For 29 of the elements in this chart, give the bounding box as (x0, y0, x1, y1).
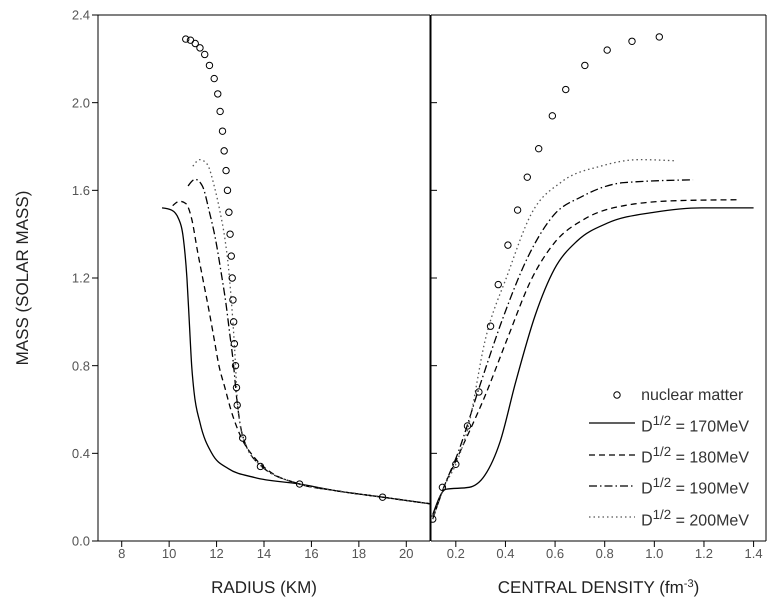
y-tick-label: 0.8 (72, 358, 90, 374)
y-tick-label: 2.4 (72, 8, 90, 23)
x-tick-label: 14 (256, 546, 272, 562)
x-tick-label: 0.6 (546, 546, 564, 562)
x-tick-label: 18 (352, 546, 366, 562)
x-axis-title: CENTRAL DENSITY (fm$^{-3}$) (498, 578, 700, 597)
legend-label: D$^{1/2}$ = 200MeV (641, 506, 749, 531)
legend-label: nuclear matter (641, 386, 744, 406)
x-tick-label: 12 (209, 546, 224, 562)
x-tick-label: 1.0 (645, 546, 664, 562)
x-tick-label: 10 (162, 546, 176, 562)
x-tick-label: 1.2 (694, 546, 713, 562)
x-tick-label: 0.4 (496, 546, 514, 562)
x-tick-label: 1.4 (744, 546, 763, 562)
y-tick-label: 2.0 (72, 95, 90, 110)
y-tick-label: 0.4 (72, 446, 90, 461)
x-tick-label: 0.2 (446, 546, 465, 562)
x-tick-label: 0.8 (596, 546, 614, 562)
y-axis-title: MASS (SOLAR MASS) (13, 190, 32, 366)
x-tick-label: 20 (399, 546, 414, 562)
y-tick-label: 1.6 (72, 182, 90, 198)
x-axis-title: RADIUS (KM) (211, 578, 317, 597)
x-tick-label: 8 (118, 546, 126, 562)
legend-label: D$^{1/2}$ = 170MeV (641, 412, 749, 438)
legend-label: D$^{1/2}$ = 190MeV (641, 474, 749, 500)
y-tick-label: 0.0 (72, 534, 90, 549)
legend-label: D$^{1/2}$ = 180MeV (641, 443, 749, 468)
x-tick-label: 16 (304, 546, 319, 562)
y-tick-label: 1.2 (72, 270, 90, 286)
